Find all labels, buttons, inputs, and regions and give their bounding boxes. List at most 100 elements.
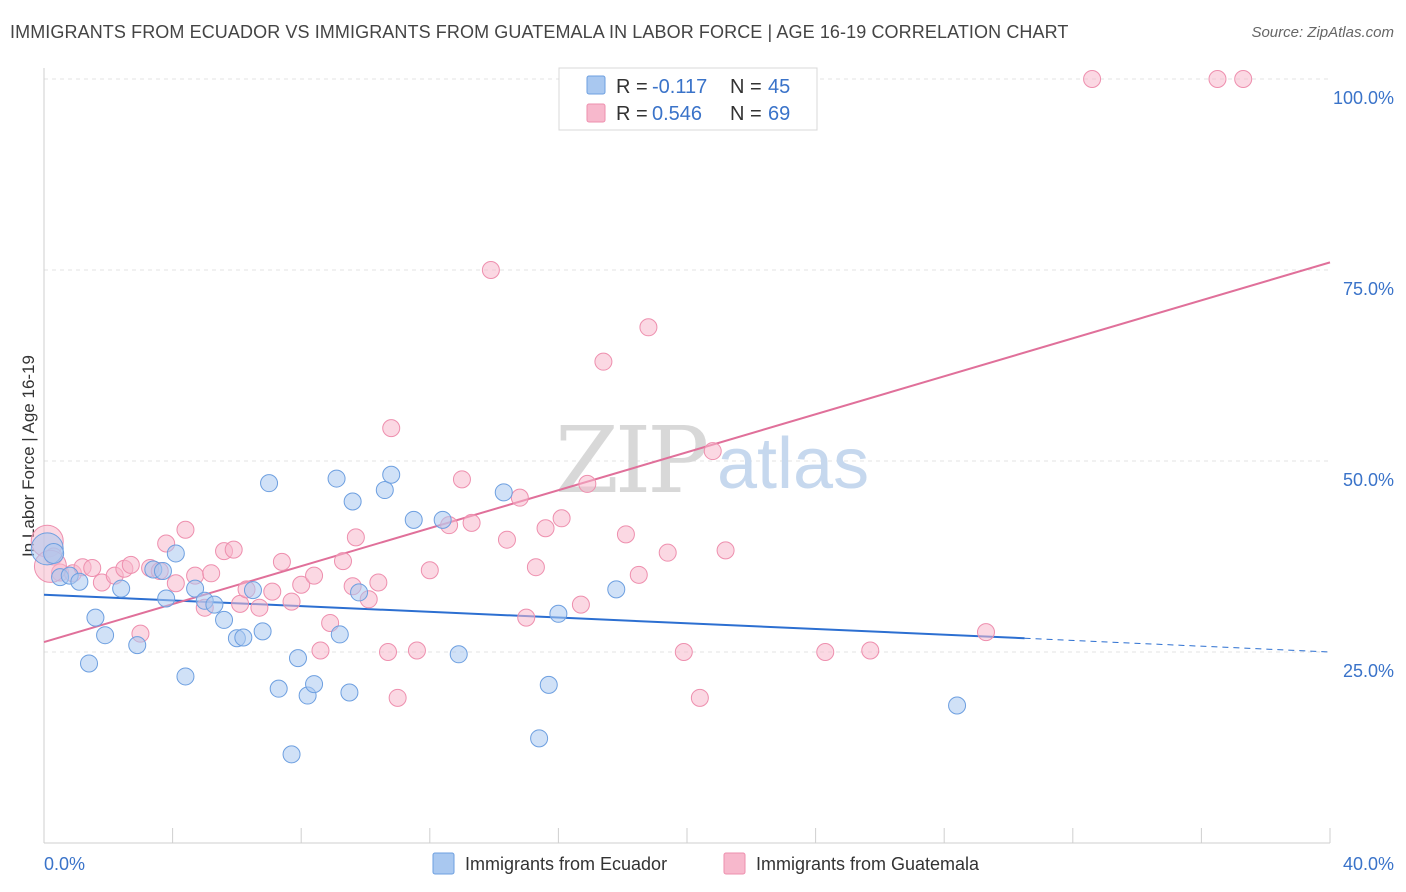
- point-guatemala: [263, 582, 282, 601]
- y-tick-label: 25.0%: [1343, 661, 1394, 681]
- point-ecuador: [70, 572, 89, 591]
- point-ecuador: [80, 654, 99, 673]
- point-guatemala: [658, 543, 677, 562]
- legend-bottom-swatch-ecuador: [432, 852, 455, 875]
- point-guatemala: [346, 528, 365, 547]
- point-ecuador: [404, 510, 423, 529]
- point-ecuador: [269, 679, 288, 698]
- legend-r-label-guatemala: R =: [616, 103, 648, 125]
- point-guatemala: [462, 513, 481, 532]
- y-tick-label: 100.0%: [1333, 88, 1394, 108]
- point-ecuador: [186, 579, 205, 598]
- x-axis-ticks: [43, 828, 1331, 843]
- legend-top: R = -0.117 N = 45 R = 0.546 N = 69: [558, 67, 818, 131]
- point-ecuador: [549, 604, 568, 623]
- legend-bottom-swatch-guatemala: [723, 852, 746, 875]
- point-guatemala: [1208, 70, 1227, 88]
- point-ecuador: [343, 492, 362, 511]
- point-guatemala: [639, 318, 658, 337]
- point-ecuador: [607, 580, 626, 599]
- point-guatemala: [166, 574, 185, 593]
- point-guatemala: [369, 573, 388, 592]
- point-guatemala: [1083, 70, 1102, 88]
- point-ecuador: [96, 626, 115, 645]
- chart-title: IMMIGRANTS FROM ECUADOR VS IMMIGRANTS FR…: [10, 22, 1069, 42]
- point-ecuador: [166, 544, 185, 563]
- point-guatemala: [616, 525, 635, 544]
- legend-r-label-ecuador: R =: [616, 76, 648, 98]
- point-ecuador: [260, 474, 279, 493]
- point-ecuador: [382, 465, 401, 484]
- point-guatemala: [311, 641, 330, 660]
- point-ecuador: [350, 583, 369, 602]
- point-guatemala: [536, 519, 555, 538]
- point-guatemala: [629, 565, 648, 584]
- point-guatemala: [703, 442, 722, 461]
- watermark: ZIP atlas: [555, 407, 869, 514]
- legend-bottom-label-guatemala: Immigrants from Guatemala: [756, 854, 980, 874]
- point-guatemala: [526, 558, 545, 577]
- point-ecuador: [243, 581, 262, 600]
- point-guatemala: [272, 552, 291, 571]
- point-guatemala: [388, 688, 407, 707]
- legend-n-label-guatemala: N =: [730, 103, 762, 125]
- point-guatemala: [176, 520, 195, 539]
- point-guatemala: [333, 552, 352, 571]
- trend-line-extension-ecuador: [1024, 637, 1331, 653]
- legend-bottom-label-ecuador: Immigrants from Ecuador: [465, 854, 667, 874]
- point-guatemala: [305, 566, 324, 585]
- point-guatemala: [716, 541, 735, 560]
- point-guatemala: [452, 470, 471, 489]
- point-ecuador: [43, 542, 65, 564]
- point-guatemala: [321, 613, 340, 632]
- point-ecuador: [128, 636, 147, 655]
- point-ecuador: [494, 483, 513, 502]
- point-guatemala: [510, 488, 529, 507]
- point-ecuador: [449, 645, 468, 664]
- point-guatemala: [83, 558, 102, 577]
- legend-r-value-ecuador: -0.117: [652, 76, 707, 98]
- point-ecuador: [539, 675, 558, 694]
- point-ecuador: [157, 589, 176, 608]
- legend-swatch-ecuador: [586, 75, 606, 95]
- point-ecuador: [340, 683, 359, 702]
- point-ecuador: [330, 625, 349, 644]
- point-ecuador: [530, 729, 549, 748]
- point-ecuador: [253, 622, 272, 641]
- point-ecuador: [305, 675, 324, 694]
- point-guatemala: [674, 643, 693, 661]
- point-ecuador: [375, 481, 394, 500]
- y-tick-label: 75.0%: [1343, 279, 1394, 299]
- point-guatemala: [407, 641, 426, 660]
- x-tick-label-max: 40.0%: [1343, 854, 1394, 874]
- y-tick-label: 50.0%: [1343, 470, 1394, 490]
- point-guatemala: [481, 261, 500, 279]
- point-ecuador: [215, 610, 234, 629]
- point-guatemala: [292, 575, 311, 594]
- point-guatemala: [202, 564, 221, 583]
- gridlines: [44, 78, 1330, 653]
- point-ecuador: [153, 562, 172, 581]
- point-guatemala: [552, 509, 571, 528]
- point-ecuador: [112, 579, 131, 598]
- trend-line-guatemala: [43, 261, 1331, 644]
- legend-n-value-guatemala: 69: [768, 103, 790, 125]
- point-ecuador: [948, 696, 967, 715]
- point-guatemala: [121, 555, 140, 574]
- point-ecuador: [176, 667, 195, 686]
- legend-n-value-ecuador: 45: [768, 76, 790, 98]
- x-tick-label-min: 0.0%: [44, 854, 85, 874]
- point-ecuador: [282, 745, 301, 764]
- y-axis-label: In Labor Force | Age 16-19: [19, 355, 38, 557]
- point-guatemala: [571, 595, 590, 614]
- scatter-points: [30, 70, 1253, 764]
- y-tick-labels: 25.0% 50.0% 75.0% 100.0%: [1333, 88, 1394, 681]
- point-guatemala: [420, 561, 439, 580]
- point-guatemala: [1234, 70, 1253, 88]
- point-ecuador: [288, 649, 307, 668]
- point-guatemala: [224, 540, 243, 559]
- point-guatemala: [690, 688, 709, 707]
- watermark-zip: ZIP: [555, 407, 706, 514]
- point-guatemala: [250, 598, 269, 617]
